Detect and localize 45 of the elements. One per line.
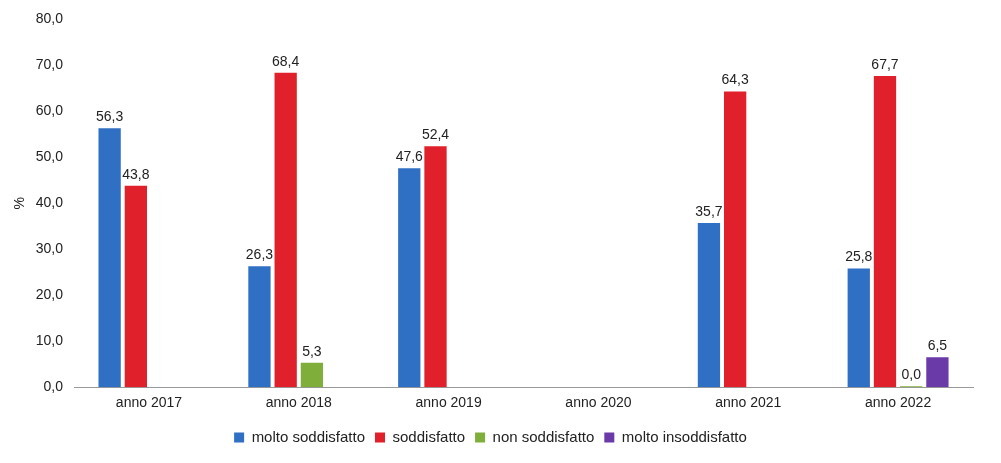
data-label: 6,5	[927, 337, 948, 354]
legend-label: non soddisfatto	[492, 427, 595, 445]
y-tick-label: 50,0	[35, 148, 64, 165]
x-tick-label: anno 2022	[864, 394, 932, 411]
data-label: 56,3	[96, 108, 124, 125]
bar	[300, 362, 324, 388]
x-tick-label: anno 2020	[565, 394, 632, 411]
y-tick-label: 80,0	[35, 10, 64, 27]
data-label: 25,8	[845, 248, 873, 265]
data-label: 52,4	[421, 126, 450, 143]
data-label: 64,3	[721, 71, 749, 88]
bar	[398, 168, 421, 388]
legend-label: molto soddisfatto	[251, 427, 366, 445]
y-tick-label: 20,0	[35, 286, 64, 303]
data-label: 43,8	[122, 165, 150, 182]
data-label: 26,3	[245, 246, 274, 263]
bar	[98, 128, 121, 388]
data-label: 35,7	[695, 202, 723, 219]
bar	[274, 72, 297, 388]
bar	[847, 268, 870, 388]
data-label: 0,0	[901, 366, 922, 383]
x-tick-label: anno 2017	[115, 394, 183, 411]
bar	[926, 357, 949, 388]
y-tick-label: 70,0	[35, 56, 64, 73]
data-label: 68,4	[272, 52, 300, 69]
bar	[124, 185, 147, 388]
x-tick-label: anno 2021	[715, 394, 782, 411]
y-tick-label: 30,0	[35, 240, 64, 257]
x-tick-label: anno 2019	[415, 394, 482, 411]
y-axis-title: %	[11, 197, 28, 210]
y-tick-label: 10,0	[35, 332, 64, 349]
data-label: 5,3	[302, 342, 322, 359]
data-label: 67,7	[871, 55, 899, 72]
legend-label: molto insoddisfatto	[621, 427, 747, 445]
data-label: 47,6	[395, 148, 424, 165]
y-tick-label: 60,0	[35, 102, 64, 119]
y-tick-label: 40,0	[35, 194, 64, 211]
bar	[248, 266, 271, 388]
x-tick-label: anno 2018	[265, 394, 333, 411]
legend-label: soddisfatto	[392, 427, 466, 445]
y-tick-label: 0,0	[43, 378, 64, 395]
bar	[424, 146, 447, 388]
bar	[873, 75, 897, 388]
bar	[697, 223, 721, 388]
bar	[724, 91, 747, 388]
